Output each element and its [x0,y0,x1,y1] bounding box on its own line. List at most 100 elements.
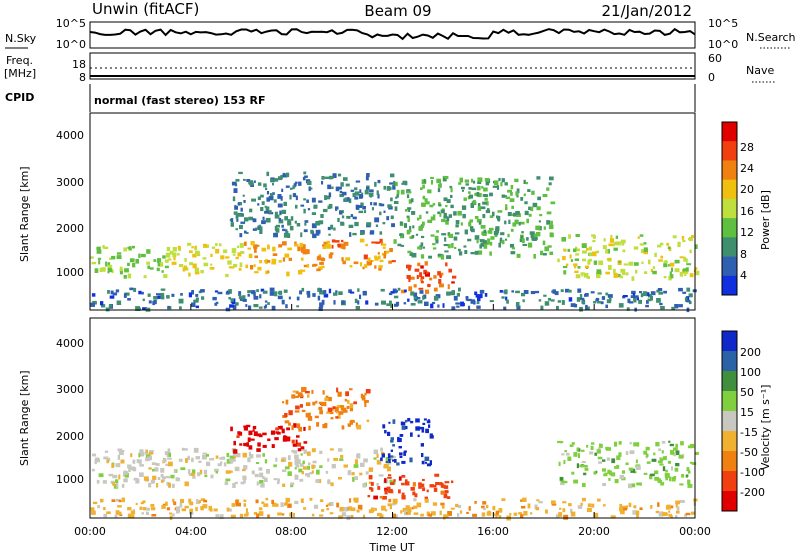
velocity-cells-cell [570,508,573,513]
power-cells-cell [610,234,613,240]
power-cells-cell [386,303,391,307]
power-cells-cell [633,246,639,250]
power-cells-cell [391,223,395,228]
power-cells-cell [265,187,268,190]
velocity-cells-cell [558,461,561,467]
velocity-cells-cell [337,392,341,397]
velocity-cells-cell [168,461,173,467]
power-cells-cell [505,296,508,301]
power-cells-cell [643,250,648,255]
power-cells-cell [238,171,243,175]
velocity-cells-cell [201,454,207,460]
velocity-cells-cell [235,499,239,505]
power-cells-cell [547,298,551,301]
velocity-cells-cell [353,464,359,468]
time-tick-4: 16:00 [477,525,509,538]
power-cells-cell [404,289,407,293]
power-cells-cell [354,221,359,227]
power-cells-cell [340,182,344,187]
power-cells-cell [166,246,171,252]
velocity-cells-cell [256,454,261,458]
velocity-cells-cell [246,442,249,447]
velocity-cells-cell [284,466,290,470]
velocity-cells-cell [335,416,339,419]
power-cells-cell [568,234,571,239]
power-cells-cell [191,246,194,249]
power-cells-cell [225,256,230,259]
power-cells-cell [376,190,379,196]
velocity-cells-cell [92,501,98,505]
power-cells-cell [298,270,302,275]
velocity-cells-cell [345,391,349,397]
velocity-cells-cell [302,466,307,470]
power-cells-cell [377,255,381,260]
velocity-cells-cell [563,514,569,520]
velocity-cells-cell [284,413,288,417]
power-cells-cell [622,249,626,253]
velocity-cells-cell [294,474,297,479]
velocity-cells-cell [387,503,392,507]
velocity-cells-cell [669,505,674,509]
velocity-cells-cell [606,457,610,461]
power-cells-cell [337,186,342,190]
power-cells-cell [343,241,349,246]
beam-title: Beam 09 [364,2,431,20]
velocity-cells-cell [357,504,363,510]
power-cells-cell [439,273,442,278]
power-cells-cell [431,180,433,185]
velocity-cells-cell [184,481,189,487]
power-cells-cell [622,295,628,298]
power-cells-cell [195,297,199,301]
power-cells-cell [257,266,262,271]
power-cells-cell [324,195,327,200]
power-cells-cell [476,192,480,197]
velocity-cells-cell [280,502,284,508]
velocity-cells-cell [248,432,251,436]
power-cells-cell [267,270,270,274]
power-cells-cell [425,289,430,294]
power-cells-cell [682,291,687,294]
velocity-cells-cell [343,507,348,512]
power-cells-cell [195,305,199,309]
power-cells-cell [341,215,345,219]
power-cells-cell [579,294,583,299]
power-cells-cell [228,289,232,294]
power-cells-cell [652,266,655,269]
velocity-cells-cell [671,476,676,482]
velocity-cells-cell [208,505,212,511]
power-cells-cell [644,271,648,274]
power-cells-cell [483,229,487,234]
velocity-colorbar-label: Velocity [m s⁻¹] [759,385,772,470]
velocity-cells-cell [325,395,329,400]
power-cells-cell [337,217,340,223]
power-cells-cell [90,302,95,307]
velocity-cells-cell [285,497,290,503]
power-cells-cell [234,205,238,210]
velocity-cells-cell [139,472,144,477]
power-cells-cell [341,191,347,196]
velocity-cells-cell [629,441,632,445]
velocity-cells-cell [433,487,438,492]
power-ytick-3000: 3000 [56,176,84,189]
power-cells-cell [425,201,430,205]
power-cells-cell [350,214,354,218]
power-cells-cell [580,272,585,275]
power-cells-cell [494,180,499,186]
power-cells-cell [319,302,324,308]
velocity-cells-cell [179,502,183,508]
power-cells-cell [312,263,318,267]
power-cells-cell [265,259,268,264]
velocity-cells-cell [569,444,573,447]
power-cells-cell [194,271,200,275]
power-colorbar-swatch [722,122,737,142]
power-cells-cell [258,224,262,227]
power-cells-cell [512,222,517,227]
power-cells-cell [551,290,555,293]
velocity-cells-cell [680,441,684,446]
velocity-cells-cell [581,449,585,452]
power-cells-cell [374,265,377,269]
power-cells-cell [355,306,360,310]
power-cells-cell [511,290,514,293]
power-cells-cell [271,305,276,311]
velocity-cells-cell [128,468,131,473]
